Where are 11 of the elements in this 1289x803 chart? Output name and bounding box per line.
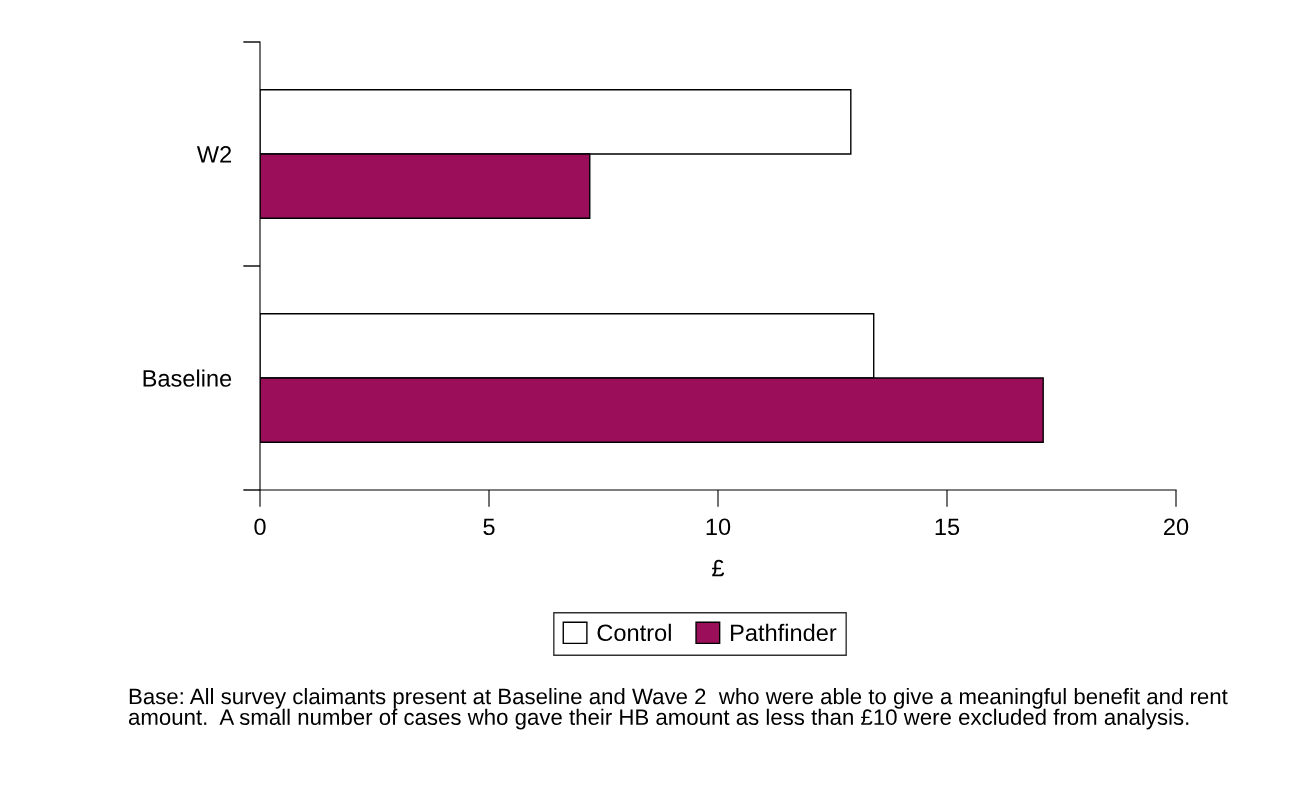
text: Base: All survey claimants present at Baseline and Wave 2 who were able to give a meaningful benefit and rent amount. A small number of cases who gave their HB amount as less than £10 were excluded from analysis.	[128, 688, 1228, 730]
legend-label: Pathfinder	[731, 623, 837, 642]
x-tick-label: 10	[706, 518, 731, 536]
x-tick-label: 20	[1164, 518, 1189, 536]
x-axis-title: £	[712, 559, 725, 577]
x-tick-label: 5	[483, 518, 495, 536]
x-tick-label: 0	[254, 518, 266, 536]
y-tick-label: W2	[196, 146, 232, 163]
x-tick-label: 15	[935, 518, 960, 536]
y-tick-label: Baseline	[143, 369, 232, 387]
legend-label: Control	[597, 623, 671, 642]
